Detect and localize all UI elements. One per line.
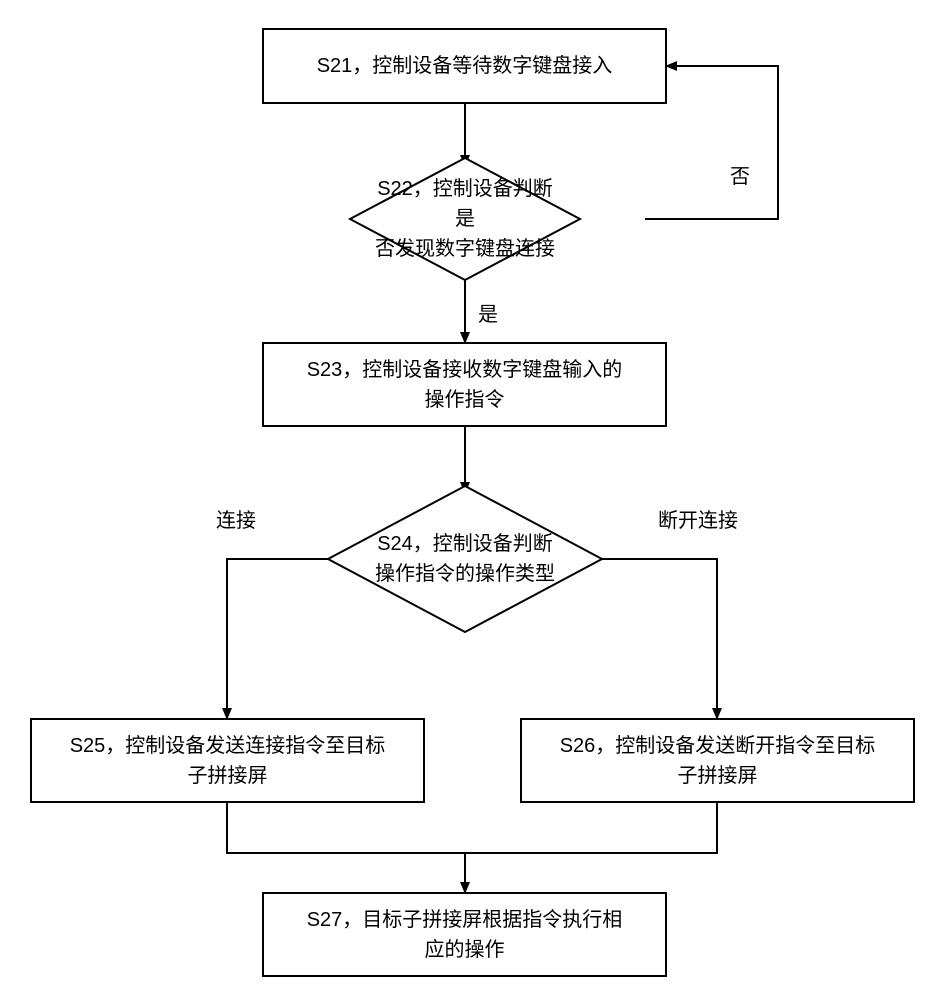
node-s21: S21，控制设备等待数字键盘接入 xyxy=(262,28,667,104)
node-s26: S26，控制设备发送断开指令至目标 子拼接屏 xyxy=(520,718,915,803)
node-s22: S22，控制设备判断是 否发现数字键盘连接 xyxy=(350,158,580,280)
edge-label-connect: 连接 xyxy=(216,504,256,533)
node-s22-label: S22，控制设备判断是 否发现数字键盘连接 xyxy=(370,174,560,264)
edge-label-no: 否 xyxy=(730,160,750,189)
node-s23-label: S23，控制设备接收数字键盘输入的 操作指令 xyxy=(307,355,623,415)
node-s26-label: S26，控制设备发送断开指令至目标 子拼接屏 xyxy=(560,731,876,791)
edge-label-disconnect: 断开连接 xyxy=(658,504,738,533)
node-s27: S27，目标子拼接屏根据指令执行相 应的操作 xyxy=(262,892,667,977)
node-s23: S23，控制设备接收数字键盘输入的 操作指令 xyxy=(262,342,667,427)
edge-label-yes: 是 xyxy=(478,298,498,327)
flowchart-canvas: S21，控制设备等待数字键盘接入 S22，控制设备判断是 否发现数字键盘连接 S… xyxy=(0,0,945,1000)
node-s24-label: S24，控制设备判断 操作指令的操作类型 xyxy=(375,529,555,589)
node-s27-label: S27，目标子拼接屏根据指令执行相 应的操作 xyxy=(307,905,623,965)
node-s25-label: S25，控制设备发送连接指令至目标 子拼接屏 xyxy=(70,731,386,791)
node-s21-label: S21，控制设备等待数字键盘接入 xyxy=(317,51,613,81)
node-s24: S24，控制设备判断 操作指令的操作类型 xyxy=(328,486,602,632)
node-s25: S25，控制设备发送连接指令至目标 子拼接屏 xyxy=(30,718,425,803)
